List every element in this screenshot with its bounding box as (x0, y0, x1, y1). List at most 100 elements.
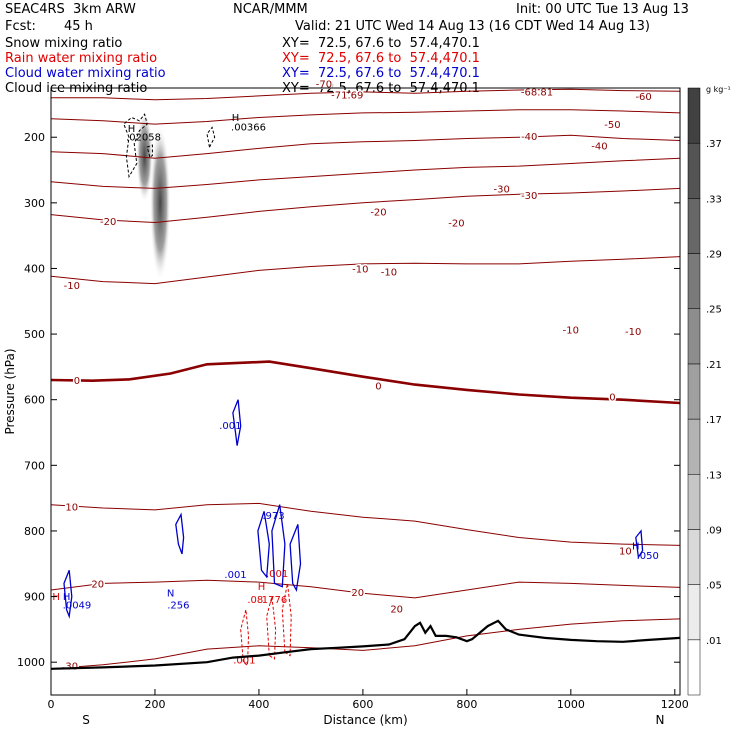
cloud-ice-label-1: .02058 (126, 132, 161, 143)
y-tick-label-3: 500 (24, 328, 45, 341)
colorbar-box-9 (687, 142, 701, 199)
cloud-water-contour-6 (635, 529, 644, 560)
temperature-contour-0 (51, 78, 680, 85)
rain-label-1: .08 (247, 595, 263, 606)
temperature-label-7: -30 (494, 184, 510, 195)
rain-contour-1 (266, 596, 277, 660)
y-tick-label-6: 800 (24, 525, 45, 538)
temperature-label-2: -70 (316, 79, 332, 90)
temperature-contour-10 (51, 618, 680, 670)
temperature-label-4: -50 (604, 120, 620, 131)
x-end-label-south: S (82, 713, 90, 727)
temperature-label-14: -10 (381, 268, 397, 279)
temperature-label-5: -40 (521, 132, 537, 143)
temperature-label-11: -20 (448, 219, 464, 230)
rain-label-2: H (258, 582, 266, 593)
temperature-label-19: 0 (609, 392, 615, 403)
temperature-contour-6 (51, 256, 680, 285)
colorbar-label-0: .01 (706, 636, 722, 647)
field-label-snow: Snow mixing ratio (5, 36, 123, 51)
colorbar-box-2 (687, 529, 701, 585)
field-label-cloud-water: Cloud water mixing ratio (5, 66, 166, 81)
fcst-value: 45 h (64, 19, 93, 34)
colorbar-label-6: .25 (706, 305, 722, 316)
rain-label-5: .001 (266, 569, 288, 580)
temperature-label-3: -60 (635, 92, 651, 103)
cloud-water-label-1: .973 (262, 511, 284, 522)
colorbar-box-8 (687, 198, 701, 254)
cloud-ice-label-2: H (232, 113, 240, 124)
terrain-line (51, 619, 680, 670)
colorbar-box-0 (687, 639, 701, 696)
cloud-ice-label-3: .00366 (231, 123, 266, 134)
field-label-rain: Rain water mixing ratio (5, 51, 158, 66)
temperature-label-10: -20 (370, 207, 386, 218)
x-tick-label-0: 0 (48, 698, 55, 711)
x-axis-label: Distance (km) (323, 713, 407, 727)
temperature-label-0: -71.69 (331, 91, 363, 102)
field-xy-rain: XY= 72.5, 67.6 to 57.4,470.1 (282, 51, 480, 66)
snow-shading-0 (149, 124, 171, 282)
cloud-water-label-5: H (63, 592, 71, 603)
y-tick-label-7: 900 (24, 591, 45, 604)
cloud-water-contour-0 (63, 570, 73, 619)
cloud-water-label-6: .0049 (63, 600, 92, 611)
temperature-label-25: 30 (65, 661, 78, 672)
cloud-ice-contour-1 (206, 126, 216, 149)
colorbar-label-3: .13 (706, 470, 722, 481)
colorbar-label-7: .29 (706, 250, 722, 261)
colorbar-box-5 (687, 363, 701, 420)
cloud-water-label-2: .001 (224, 570, 246, 581)
fcst-label: Fcst: (5, 19, 36, 34)
temperature-label-21: 10 (619, 547, 632, 558)
cloud-water-contour-5 (289, 524, 302, 592)
colorbar-box-6 (687, 308, 701, 365)
x-tick-label-1: 200 (144, 698, 165, 711)
temperature-label-15: -10 (563, 325, 579, 336)
rain-label-0: .001 (233, 656, 255, 667)
colorbar-label-8: .33 (706, 194, 722, 205)
colorbar-box-10 (687, 87, 701, 144)
rain-contour-0 (240, 609, 250, 667)
temperature-label-1: -68.81 (521, 87, 553, 98)
colorbar-box-1 (687, 584, 701, 641)
colorbar-box-4 (687, 418, 701, 475)
temperature-label-17: 0 (74, 376, 80, 387)
x-tick-label-4: 800 (456, 698, 477, 711)
temperature-label-22: 20 (91, 579, 104, 590)
colorbar-box-3 (687, 474, 701, 530)
temperature-contour-8 (51, 502, 680, 546)
temperature-contour-5 (51, 187, 680, 224)
colorbar-label-5: .21 (706, 360, 722, 371)
x-tick-label-2: 400 (248, 698, 269, 711)
cloud-water-label-0: .001 (219, 421, 241, 432)
temperature-contour-4 (51, 157, 680, 189)
temperature-label-24: 20 (390, 604, 403, 615)
cloud-ice-label-0: H (128, 124, 136, 135)
rain-contour-2 (281, 583, 292, 657)
colorbar-label-4: .17 (706, 415, 722, 426)
valid-time: Valid: 21 UTC Wed 14 Aug 13 (16 CDT Wed … (295, 19, 650, 34)
cloud-water-label-7: H (632, 541, 640, 552)
colorbar-label-9: .37 (706, 139, 722, 150)
rain-label-4: 1776 (262, 595, 287, 606)
cloud-water-label-4: N (167, 589, 174, 600)
rain-label-3: H (52, 592, 60, 603)
temperature-label-23: 20 (351, 588, 364, 599)
x-tick-label-3: 600 (352, 698, 373, 711)
y-axis-label: Pressure (hPa) (3, 348, 17, 434)
temperature-label-20: 10 (65, 503, 78, 514)
temperature-label-18: 0 (375, 381, 381, 392)
field-xy-cloud-water: XY= 72.5, 67.6 to 57.4,470.1 (282, 66, 480, 81)
cloud-water-contour-4 (271, 504, 286, 588)
colorbar-label-2: .09 (706, 525, 722, 536)
temperature-label-9: -20 (100, 217, 116, 228)
y-tick-label-4: 600 (24, 394, 45, 407)
temperature-label-8: -30 (521, 191, 537, 202)
colorbar-box-7 (687, 253, 701, 309)
temperature-contour-3 (51, 134, 680, 159)
cloud-ice-contour-0 (123, 113, 148, 179)
cloud-water-label-3: .256 (167, 600, 189, 611)
center-label: NCAR/MMM (233, 2, 308, 17)
